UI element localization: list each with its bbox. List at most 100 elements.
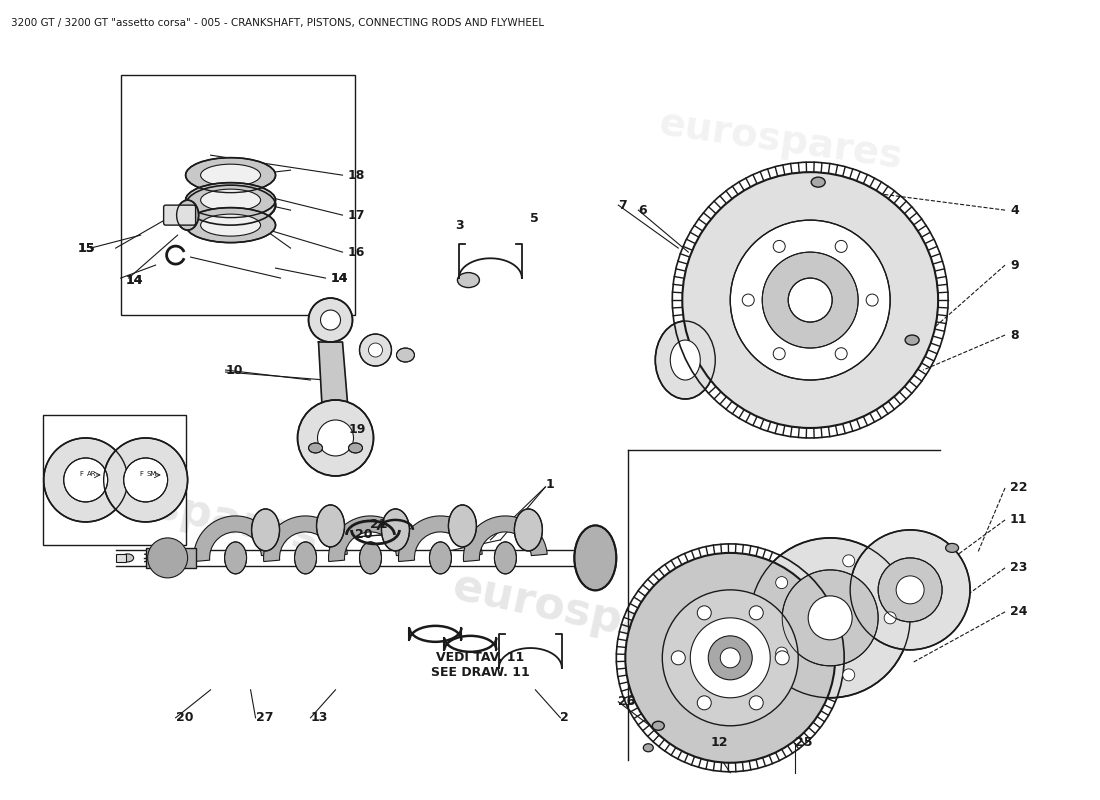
Ellipse shape (349, 443, 363, 453)
Text: 15: 15 (78, 242, 96, 254)
FancyBboxPatch shape (164, 205, 196, 225)
Circle shape (720, 648, 740, 668)
Text: VEDI TAV. 11
SEE DRAW. 11: VEDI TAV. 11 SEE DRAW. 11 (431, 651, 530, 679)
Ellipse shape (905, 335, 920, 345)
Text: 3200 GT / 3200 GT "assetto corsa" - 005 - CRANKSHAFT, PISTONS, CONNECTING RODS A: 3200 GT / 3200 GT "assetto corsa" - 005 … (11, 18, 543, 28)
Wedge shape (194, 516, 277, 562)
Ellipse shape (644, 744, 653, 752)
Circle shape (625, 553, 835, 762)
Text: 9: 9 (1010, 258, 1019, 271)
Circle shape (896, 576, 924, 604)
Text: AR: AR (87, 471, 97, 477)
Text: 14: 14 (330, 271, 348, 285)
Circle shape (297, 400, 374, 476)
Circle shape (697, 696, 712, 710)
Ellipse shape (652, 722, 664, 730)
Text: F: F (140, 471, 144, 477)
Text: 25: 25 (795, 736, 813, 750)
Text: 20: 20 (176, 711, 194, 724)
Text: 3: 3 (455, 218, 464, 232)
Text: eurospares: eurospares (656, 104, 904, 176)
Wedge shape (463, 516, 547, 562)
Text: 24: 24 (1010, 606, 1027, 618)
Bar (121, 75, 355, 315)
Circle shape (782, 570, 878, 666)
Circle shape (773, 241, 785, 253)
Ellipse shape (429, 542, 451, 574)
FancyBboxPatch shape (116, 554, 125, 562)
Text: 10: 10 (226, 363, 243, 377)
Text: 15: 15 (78, 242, 96, 254)
Ellipse shape (382, 509, 409, 551)
Text: 27: 27 (255, 711, 273, 724)
Circle shape (789, 278, 833, 322)
Circle shape (878, 558, 942, 622)
Circle shape (320, 310, 341, 330)
Circle shape (318, 420, 353, 456)
Circle shape (866, 294, 878, 306)
Circle shape (742, 294, 755, 306)
Ellipse shape (656, 321, 715, 399)
Text: 11: 11 (1010, 514, 1027, 526)
Text: eurospares: eurospares (39, 460, 322, 560)
Circle shape (44, 438, 128, 522)
Ellipse shape (177, 200, 199, 230)
Text: 6: 6 (638, 204, 647, 217)
Ellipse shape (224, 542, 246, 574)
Circle shape (730, 220, 890, 380)
Circle shape (671, 651, 685, 665)
Ellipse shape (946, 543, 958, 552)
Ellipse shape (200, 214, 261, 236)
Wedge shape (329, 516, 412, 562)
Ellipse shape (252, 509, 279, 551)
FancyBboxPatch shape (145, 548, 196, 568)
Text: 18: 18 (348, 169, 365, 182)
Text: 26: 26 (618, 695, 636, 708)
Circle shape (835, 241, 847, 253)
Ellipse shape (186, 158, 275, 193)
Circle shape (776, 647, 788, 659)
Ellipse shape (295, 542, 317, 574)
Text: 8: 8 (1010, 329, 1019, 342)
Circle shape (884, 612, 896, 624)
Ellipse shape (186, 182, 275, 218)
Text: 2: 2 (560, 711, 569, 724)
Text: 13: 13 (310, 711, 328, 724)
Circle shape (691, 618, 770, 698)
Text: 21: 21 (371, 518, 388, 531)
Circle shape (147, 538, 188, 578)
Circle shape (843, 669, 855, 681)
Circle shape (776, 651, 789, 665)
Wedge shape (264, 516, 348, 562)
Circle shape (682, 172, 938, 428)
Circle shape (697, 606, 712, 620)
Ellipse shape (317, 505, 344, 547)
Ellipse shape (574, 526, 616, 590)
Ellipse shape (670, 340, 701, 380)
Circle shape (776, 577, 788, 589)
Circle shape (749, 696, 763, 710)
Text: 20: 20 (355, 529, 373, 542)
Wedge shape (398, 516, 482, 562)
Circle shape (368, 343, 383, 357)
Text: 7: 7 (618, 198, 627, 212)
Text: 23: 23 (1010, 562, 1027, 574)
Text: 12: 12 (711, 736, 728, 750)
Text: 14: 14 (125, 274, 143, 286)
Text: 4: 4 (1010, 204, 1019, 217)
Text: F: F (79, 471, 84, 477)
Polygon shape (319, 342, 349, 415)
Circle shape (835, 348, 847, 360)
Ellipse shape (186, 208, 275, 242)
Ellipse shape (515, 509, 542, 551)
Text: 17: 17 (348, 209, 365, 222)
Circle shape (749, 606, 763, 620)
Circle shape (308, 298, 352, 342)
Text: eurospares: eurospares (449, 565, 733, 665)
Ellipse shape (308, 443, 322, 453)
Text: SM: SM (146, 471, 157, 477)
Text: 1: 1 (546, 478, 554, 491)
Text: 5: 5 (530, 212, 539, 225)
Ellipse shape (200, 189, 261, 211)
Ellipse shape (396, 348, 415, 362)
